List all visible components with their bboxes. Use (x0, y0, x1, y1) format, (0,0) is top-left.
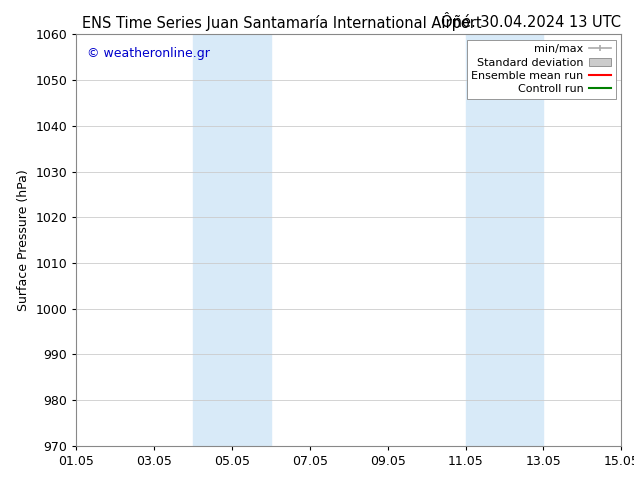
Legend: min/max, Standard deviation, Ensemble mean run, Controll run: min/max, Standard deviation, Ensemble me… (467, 40, 616, 99)
Text: Ôñé. 30.04.2024 13 UTC: Ôñé. 30.04.2024 13 UTC (441, 15, 621, 30)
Y-axis label: Surface Pressure (hPa): Surface Pressure (hPa) (16, 169, 30, 311)
Text: © weatheronline.gr: © weatheronline.gr (87, 47, 210, 60)
Text: ENS Time Series Juan Santamaría International Airport: ENS Time Series Juan Santamaría Internat… (82, 15, 482, 31)
Bar (465, 34, 543, 446)
Bar (193, 34, 271, 446)
